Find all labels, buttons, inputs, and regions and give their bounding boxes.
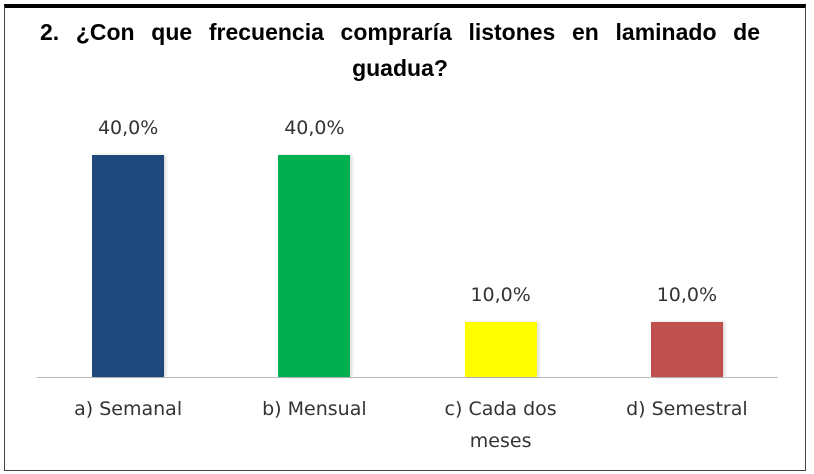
x-tick-label: b) Mensual <box>262 398 367 420</box>
x-tick-label: d) Semestral <box>626 398 748 420</box>
data-label: 10,0% <box>470 283 531 306</box>
x-axis <box>37 377 778 378</box>
bar <box>650 321 723 377</box>
data-label: 40,0% <box>97 117 159 139</box>
data-label: 40,0% <box>284 117 345 139</box>
data-label: 10,0% <box>656 283 718 306</box>
bar <box>92 155 165 377</box>
chart-title: 2. ¿Con que frecuencia compraría listone… <box>40 19 760 81</box>
bar <box>464 321 537 377</box>
bar <box>278 155 351 377</box>
x-tick-label: a) Semanal <box>74 398 183 420</box>
x-tick-label: c) Cada dos meses <box>444 398 557 452</box>
chart-border <box>4 4 806 471</box>
